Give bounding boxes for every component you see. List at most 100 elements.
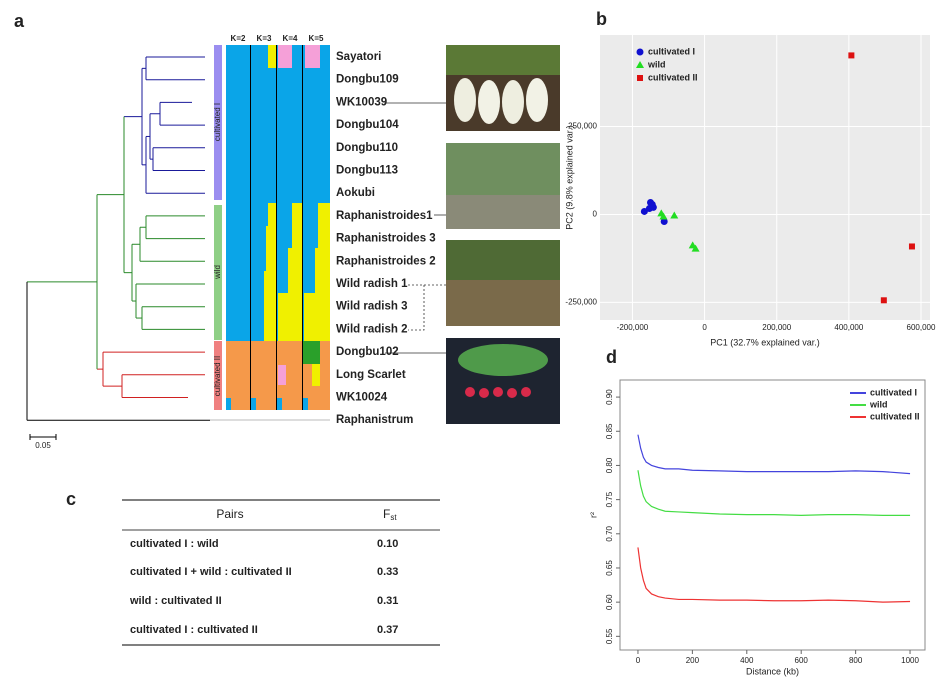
legend-label: wild [869, 399, 888, 409]
table-header: F [383, 507, 390, 521]
legend-label: cultivated I [870, 387, 917, 397]
legend-label: cultivated II [870, 411, 920, 421]
plot-frame [619, 379, 926, 651]
point [659, 212, 668, 220]
leaf-label: Dongbu102 [336, 346, 399, 358]
x-tick-label: 0 [636, 656, 641, 665]
series-line [637, 434, 911, 475]
structure-block [278, 45, 292, 68]
photo-detail [458, 344, 548, 376]
k-label: K=3 [257, 34, 272, 43]
y-tick-label: 0.90 [605, 389, 614, 405]
leaf-label: Aokubi [336, 187, 375, 199]
point [646, 198, 654, 206]
y-tick-label: 0.75 [605, 491, 614, 507]
legend-label: cultivated I [648, 46, 695, 56]
table-cell: wild : cultivated II [129, 595, 222, 607]
series-line [637, 547, 911, 603]
group-bar [214, 45, 222, 200]
structure-block [303, 341, 320, 364]
structure-block [277, 398, 282, 410]
x-tick-label: 400 [740, 656, 754, 665]
panel-label: b [596, 9, 607, 29]
leaf-label: Wild radish 1 [336, 278, 408, 290]
panel-label: a [14, 11, 25, 31]
photo-detail [465, 387, 475, 397]
legend-marker [636, 48, 644, 56]
structure-block [268, 203, 276, 226]
structure-block [318, 203, 330, 248]
y-tick-label: 0.85 [605, 423, 614, 439]
table-cell: 0.31 [377, 595, 398, 607]
point [670, 211, 679, 219]
photo-detail [526, 78, 548, 122]
leaf-label: Dongbu109 [336, 74, 399, 86]
photo-detail [446, 240, 560, 280]
leaf-label: Dongbu113 [336, 165, 398, 177]
legend-label: wild [647, 59, 666, 69]
point [640, 207, 648, 215]
photo-detail [493, 387, 503, 397]
photo-detail [507, 388, 517, 398]
structure-block [264, 271, 276, 341]
table-header: Fst [383, 507, 397, 522]
group-label: wild [213, 265, 222, 280]
scale-label: 0.05 [35, 441, 51, 450]
leader-line [408, 284, 425, 331]
x-tick-label: 200 [686, 656, 700, 665]
y-tick-label: 0.70 [605, 525, 614, 541]
photo-detail [479, 388, 489, 398]
leaf-label: Raphanistroides 3 [336, 233, 436, 245]
structure-block [304, 293, 330, 341]
structure-block [251, 398, 256, 410]
leaf-label: Raphanistrum [336, 414, 413, 426]
structure-block [312, 364, 320, 386]
table-cell: 0.10 [377, 538, 398, 550]
legend-label: cultivated II [648, 72, 698, 82]
point [660, 217, 668, 225]
structure-block [303, 398, 308, 410]
x-axis-label: Distance (kb) [746, 666, 799, 676]
group-bar [214, 341, 222, 410]
x-tick-label: 1000 [901, 656, 919, 665]
structure-block [266, 226, 276, 271]
leaf-label: WK10024 [336, 392, 388, 404]
table-cell: 0.37 [377, 624, 398, 636]
x-axis-label: PC1 (32.7% explained var.) [710, 337, 820, 347]
panel-label: d [606, 347, 617, 367]
leaf-label: Dongbu104 [336, 119, 399, 131]
photo-detail [446, 195, 560, 229]
leaf-label: Wild radish 3 [336, 301, 407, 313]
structure-block [268, 45, 276, 68]
y-axis-label: r² [588, 512, 598, 518]
leaf-label: Raphanistroides1 [336, 210, 433, 222]
series-line [637, 470, 911, 516]
structure-block [305, 45, 320, 68]
point [848, 52, 855, 59]
x-tick-label: 600,000 [907, 323, 936, 332]
y-tick-label: 0.55 [605, 628, 614, 644]
leaf-label: WK10039 [336, 96, 387, 108]
y-tick-label: -250,000 [565, 298, 597, 307]
structure-block [315, 248, 330, 293]
photo-detail [521, 387, 531, 397]
photo-detail [478, 80, 500, 124]
photos [384, 45, 560, 424]
table-header-sub: st [390, 513, 397, 522]
y-tick-label: 0.65 [605, 560, 614, 576]
k-label: K=4 [283, 34, 298, 43]
leaf-label: Sayatori [336, 51, 381, 63]
y-tick-label: 250,000 [568, 122, 597, 131]
y-axis-label: PC2 (9.8% explained var.) [564, 125, 574, 230]
k-label: K=5 [309, 34, 324, 43]
panel-label: c [66, 489, 76, 509]
x-tick-label: -200,000 [617, 323, 649, 332]
legend-marker [636, 61, 644, 68]
x-tick-label: 800 [849, 656, 863, 665]
group-label: cultivated I [213, 103, 222, 141]
x-tick-label: 0 [702, 323, 707, 332]
structure-block [226, 398, 231, 410]
photo-detail [502, 80, 524, 124]
structure-block [288, 248, 302, 293]
plot-area [600, 35, 930, 320]
